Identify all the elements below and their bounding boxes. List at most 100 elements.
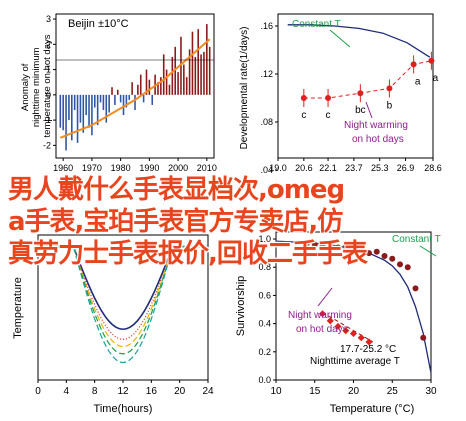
panel-top-left: -2 -1 0 1 2 3 1960 1970 1980 1990 2000 2010 Beijin… [20,13,217,173]
overlay-line-1: 男人戴什么手表显档次,omeg [8,175,345,205]
tr-warming-label-2: on hot days [352,134,404,145]
tl-xtick-label: 1970 [82,163,102,173]
tl-ytick-label: 3 [46,14,51,24]
tl-xtick-label: 2010 [197,163,217,173]
tr-xtick-label: 22.1 [319,163,337,173]
tl-bar-2010 [206,24,208,95]
br-average-label-2: Nighttime average T [310,356,400,367]
tl-bar-1975 [105,94,108,123]
tl-y-ticks: -2 -1 0 1 2 3 [43,14,56,150]
br-constant-point [304,240,310,247]
tr-warming-label-1: Night warming [344,120,408,131]
tl-bar-1962 [68,94,70,121]
tl-bars [59,24,211,151]
tl-bar-1990 [148,79,151,95]
br-xtick-label: 20 [348,386,360,397]
tl-ytick-label: 2 [46,39,51,49]
tr-point [300,95,307,101]
tr-point-label: a [415,76,421,87]
tl-bar-2009 [203,51,205,95]
br-ytick-label: 0.0 [258,375,271,385]
br-warming-points [318,310,373,346]
br-xtick-label: 10 [270,386,282,397]
overlay-line-3: 真劳力士手表报价,回收二手手表 [8,239,368,269]
bl-curves [38,245,208,364]
tl-bar-1995 [162,54,165,95]
br-ytick-label: 0.4 [258,319,271,329]
tl-xtick-label: 1990 [139,163,159,173]
br-constant-point [342,243,349,250]
tl-bar-1968 [85,94,87,116]
bl-ylabel: Temperature [12,277,24,339]
br-constant-point [381,252,388,259]
br-ytick-label: 0.6 [258,290,271,300]
br-constant-point [319,243,326,250]
tl-ylabel: Anomaly of nighttime minimum temperature… [20,34,53,137]
br-constant-arrow [419,245,437,257]
tl-bar-2007 [197,29,199,95]
bl-x-ticks: 0 4 8 12 16 20 24 [35,380,214,397]
tl-bar-1973 [99,94,102,103]
tl-x-ticks: 1960 1970 1980 1990 2000 2010 [53,158,217,173]
br-constant-point [366,250,372,257]
tr-warming-line [303,60,432,99]
br-ylabel: Survivorship [235,276,247,337]
tl-bar-1985 [134,94,136,110]
tl-bar-1982 [125,94,128,108]
tr-xtick-label: 25.3 [371,163,389,173]
br-xtick-label: 25 [387,386,399,397]
bl-xtick-label: 12 [117,386,129,397]
br-constant-point [350,247,357,254]
tl-bar-2003 [185,77,188,95]
tl-bar-2008 [200,54,202,95]
bl-xtick-label: 20 [174,386,186,397]
tl-bar-2006 [194,56,197,95]
panel-top-right: c c bc b a a .16 .12 .08 .04 19.0 20.6 22.1 23.7 25.… [239,13,442,175]
br-constant-point [373,248,380,255]
tr-xtick-label: 20.6 [295,163,313,173]
tl-bar-1979 [116,89,119,95]
bl-xtick-label: 0 [35,386,41,397]
tl-bar-1981 [122,94,125,116]
tr-xtick-label: 26.9 [397,163,415,173]
tr-point-label: c [301,110,306,121]
bl-xtick-label: 24 [202,386,214,397]
tl-bar-1991 [151,94,154,105]
tl-bar-2011 [208,46,211,95]
br-warming-point [349,329,358,338]
tl-ytick-label: 0 [46,90,51,100]
br-constant-point [420,334,427,341]
tr-point-label: bc [355,105,366,116]
br-xtick-label: 15 [309,386,321,397]
tl-bar-1987 [139,74,142,95]
tl-bar-1986 [137,84,139,95]
overlay-line-2: a手表,宝珀手表官方专卖店,仿 [8,207,343,237]
tl-bar-1994 [160,77,162,95]
bl-xtick-label: 4 [64,386,70,397]
tl-bar-1966 [79,94,82,123]
tl-bar-1971 [93,94,96,108]
tl-bar-1980 [119,94,122,103]
tr-y-ticks: .16 .12 .08 .04 [260,21,278,175]
tl-xtick-label: 2000 [168,163,188,173]
br-x-ticks: 10 15 20 25 30 [270,380,437,397]
br-ytick-label: 0.8 [258,262,271,272]
tl-ytick-label: -1 [43,115,51,125]
br-warming-arrow [317,287,333,307]
tr-point [428,57,435,64]
bl-xlabel: Time(hours) [94,403,153,415]
tr-axes-frame [277,13,434,159]
tr-points: c c bc b a a [300,51,439,121]
tr-constant-curve [287,24,431,58]
br-warming-point [334,322,342,330]
tl-bar-2005 [191,31,194,95]
tr-ytick-label: .08 [260,117,273,127]
tl-bar-1976 [108,94,110,113]
bl-curve [38,246,208,364]
tl-bar-1960 [62,94,64,131]
br-warming-point [342,327,350,335]
tl-bar-1963 [71,94,73,141]
tl-title: Beijin ±10°C [68,18,129,30]
tl-bar-1983 [128,94,131,100]
